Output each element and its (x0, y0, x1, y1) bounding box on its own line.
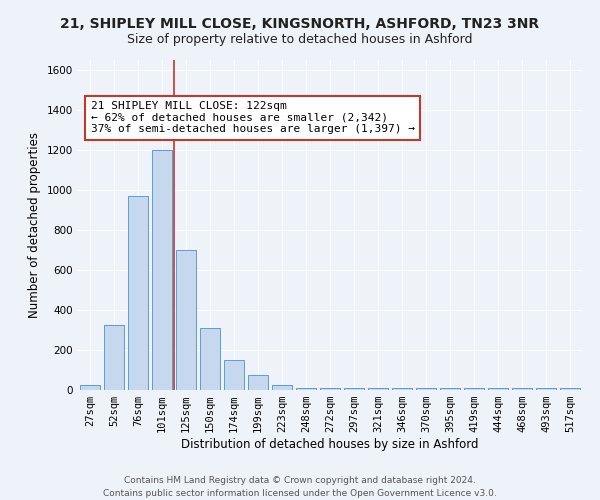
Text: Size of property relative to detached houses in Ashford: Size of property relative to detached ho… (127, 32, 473, 46)
Text: 21, SHIPLEY MILL CLOSE, KINGSNORTH, ASHFORD, TN23 3NR: 21, SHIPLEY MILL CLOSE, KINGSNORTH, ASHF… (61, 18, 539, 32)
Bar (176, 250, 196, 390)
Bar (416, 388, 436, 390)
Bar (512, 388, 532, 390)
Bar (272, 385, 292, 390)
Bar (368, 388, 388, 390)
Y-axis label: Number of detached properties: Number of detached properties (28, 132, 41, 318)
Text: Contains HM Land Registry data © Crown copyright and database right 2024.
Contai: Contains HM Land Registry data © Crown c… (103, 476, 497, 498)
Bar (200, 328, 220, 390)
Bar (560, 388, 580, 390)
Bar (104, 325, 124, 390)
Bar (224, 360, 244, 390)
Bar (128, 196, 148, 390)
Bar (536, 388, 556, 390)
Bar (392, 388, 412, 390)
X-axis label: Distribution of detached houses by size in Ashford: Distribution of detached houses by size … (181, 438, 479, 451)
Bar (488, 388, 508, 390)
Bar (440, 388, 460, 390)
Bar (320, 388, 340, 390)
Bar (464, 388, 484, 390)
Text: 21 SHIPLEY MILL CLOSE: 122sqm
← 62% of detached houses are smaller (2,342)
37% o: 21 SHIPLEY MILL CLOSE: 122sqm ← 62% of d… (91, 101, 415, 134)
Bar (344, 388, 364, 390)
Bar (80, 385, 100, 390)
Bar (296, 388, 316, 390)
Bar (248, 375, 268, 390)
Bar (152, 150, 172, 390)
